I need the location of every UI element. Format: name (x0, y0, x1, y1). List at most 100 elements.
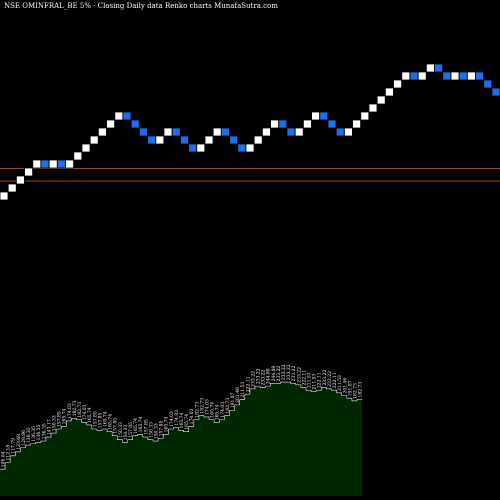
up-brick (89, 135, 99, 145)
down-brick (229, 135, 239, 145)
price-label: 222.11 (317, 372, 323, 388)
price-label: 233.22 (281, 364, 287, 380)
up-brick (196, 143, 206, 153)
chart-title: NSE OMINFRAL_BE 5% - Closing Daily data … (4, 2, 278, 10)
price-label: 143.17 (46, 419, 52, 435)
up-brick (73, 151, 83, 161)
up-brick (466, 71, 476, 81)
price-label: 157.85 (128, 422, 134, 438)
up-brick (302, 119, 312, 129)
price-label: 136.35 (26, 427, 32, 443)
up-brick (384, 87, 394, 97)
price-label: 233.22 (291, 366, 297, 382)
up-brick (0, 191, 9, 201)
up-brick (360, 111, 370, 121)
up-brick (48, 159, 58, 169)
price-label: 182.73 (352, 383, 358, 399)
price-label: 244.88 (266, 368, 272, 384)
price-label: 165.74 (179, 412, 185, 428)
down-brick (278, 119, 288, 129)
down-brick (442, 71, 452, 81)
price-label: 129.86 (21, 430, 27, 446)
price-label: 150.33 (52, 415, 58, 431)
price-label: 222.11 (301, 370, 307, 386)
price-label: 174.03 (169, 411, 175, 427)
price-label: 174.03 (189, 408, 195, 424)
price-label: 165.74 (210, 402, 216, 418)
price-label: 112.18 (6, 445, 12, 461)
volume-area (0, 382, 363, 496)
price-label: 211.53 (312, 374, 318, 390)
price-label: 157.85 (113, 418, 119, 434)
price-label: 165.74 (184, 414, 190, 430)
down-brick (491, 87, 500, 97)
price-label: 233.22 (327, 371, 333, 387)
price-label: 117.79 (11, 438, 17, 454)
price-label: 201.46 (342, 378, 348, 394)
price-label: 211.53 (240, 382, 246, 398)
price-label: 182.73 (225, 398, 231, 414)
price-label: 182.73 (72, 400, 78, 416)
down-brick (475, 71, 485, 81)
price-label: 182.73 (194, 402, 200, 418)
up-brick (343, 127, 353, 137)
up-brick (245, 143, 255, 153)
up-brick (24, 167, 34, 177)
down-brick (319, 111, 329, 121)
up-brick (65, 159, 74, 169)
up-brick (352, 119, 362, 129)
up-brick (155, 135, 165, 145)
price-label: 157.85 (143, 419, 149, 435)
price-label: 174.03 (67, 403, 73, 419)
price-label: 165.74 (133, 418, 139, 434)
price-label: 233.22 (250, 371, 256, 387)
price-label: 106.84 (1, 451, 7, 467)
price-label: 157.85 (57, 411, 63, 427)
price-label: 165.74 (103, 411, 109, 427)
up-brick (32, 159, 42, 169)
down-brick (138, 127, 148, 137)
down-brick (335, 127, 345, 137)
price-label: 233.22 (276, 366, 282, 382)
down-brick (188, 143, 198, 153)
price-label: 150.33 (123, 425, 129, 441)
down-brick (286, 127, 296, 137)
up-brick (376, 95, 386, 105)
price-label: 136.35 (36, 425, 42, 441)
down-brick (434, 63, 444, 73)
down-brick (171, 127, 181, 137)
up-brick (204, 135, 214, 145)
price-label: 211.53 (337, 375, 343, 391)
price-label: 165.74 (62, 408, 68, 424)
up-brick (15, 175, 25, 185)
price-label: 174.03 (174, 410, 180, 426)
price-label: 157.85 (97, 412, 103, 428)
price-label: 174.03 (205, 399, 211, 415)
down-brick (237, 143, 247, 153)
price-label: 233.22 (296, 367, 302, 383)
down-brick (220, 127, 230, 137)
up-brick (417, 71, 427, 81)
down-brick (179, 135, 189, 145)
down-brick (130, 119, 140, 129)
price-label: 233.22 (261, 370, 267, 386)
up-brick (294, 127, 304, 137)
price-label: 174.03 (82, 404, 88, 420)
price-label: 222.11 (245, 376, 251, 392)
price-label: 165.74 (108, 414, 114, 430)
up-brick (368, 103, 378, 113)
price-label: 165.74 (138, 416, 144, 432)
down-brick (409, 71, 419, 81)
price-label: 233.22 (286, 364, 292, 380)
price-label: 182.73 (199, 398, 205, 414)
price-label: 182.73 (358, 382, 364, 398)
up-brick (401, 71, 411, 81)
price-label: 211.53 (307, 372, 313, 388)
up-brick (393, 79, 403, 89)
price-label: 150.33 (148, 422, 154, 438)
price-label: 191.87 (230, 392, 236, 408)
price-label: 157.85 (92, 411, 98, 427)
up-brick (163, 127, 173, 137)
up-brick (253, 135, 263, 145)
up-brick (106, 119, 115, 129)
